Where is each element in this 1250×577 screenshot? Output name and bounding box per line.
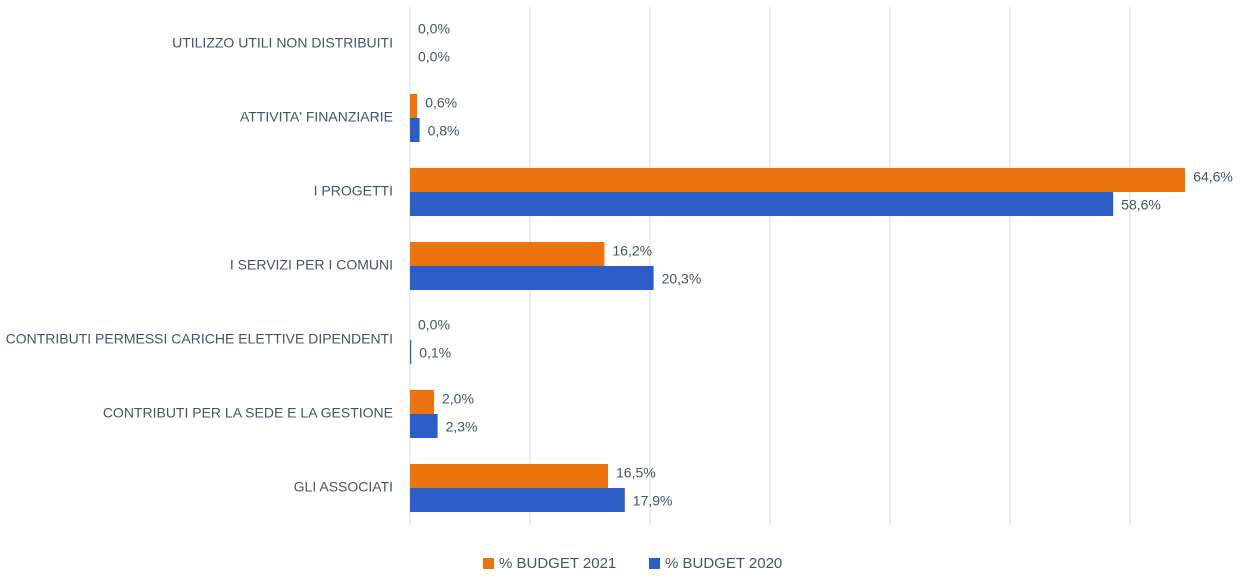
value-label: 64,6%: [1193, 169, 1233, 185]
value-label: 17,9%: [633, 493, 673, 509]
bar: [410, 414, 438, 438]
bar: [410, 340, 412, 364]
category-label: I SERVIZI PER I COMUNI: [230, 257, 393, 273]
value-label: 0,6%: [425, 95, 457, 111]
value-label: 0,0%: [418, 317, 450, 333]
value-label: 2,0%: [442, 391, 474, 407]
bar: [410, 488, 625, 512]
value-label: 2,3%: [446, 419, 478, 435]
value-label: 0,0%: [418, 21, 450, 37]
bar: [410, 94, 418, 118]
value-label: 58,6%: [1121, 197, 1161, 213]
legend-label: % BUDGET 2020: [665, 555, 782, 572]
bar: [410, 118, 420, 142]
value-label: 20,3%: [662, 271, 702, 287]
bar: [410, 266, 654, 290]
value-label: 16,5%: [616, 465, 656, 481]
legend-swatch: [649, 558, 660, 569]
category-label: CONTRIBUTI PER LA SEDE E LA GESTIONE: [103, 405, 393, 421]
category-label: ATTIVITA' FINANZIARIE: [240, 109, 393, 125]
bar: [410, 168, 1186, 192]
value-label: 0,8%: [428, 123, 460, 139]
legend-swatch: [483, 558, 494, 569]
bar: [410, 192, 1114, 216]
category-label: CONTRIBUTI PERMESSI CARICHE ELETTIVE DIP…: [6, 331, 393, 347]
value-label: 0,1%: [419, 345, 451, 361]
category-label: I PROGETTI: [314, 183, 393, 199]
value-label: 0,0%: [418, 49, 450, 65]
category-label: UTILIZZO UTILI NON DISTRIBUITI: [172, 35, 393, 51]
bar: [410, 242, 605, 266]
legend-label: % BUDGET 2021: [499, 555, 616, 572]
category-label: GLI ASSOCIATI: [294, 479, 393, 495]
bar: [410, 464, 608, 488]
bar: [410, 390, 434, 414]
value-label: 16,2%: [612, 243, 652, 259]
